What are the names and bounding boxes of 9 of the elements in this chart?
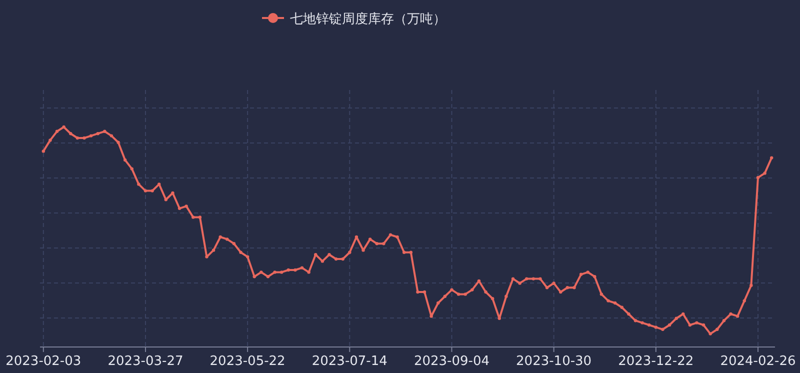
xtick: 2023-03-27 (108, 354, 184, 369)
xtick: 2023-02-03 (6, 354, 82, 369)
legend: 七地锌锭周度库存（万吨） (290, 12, 446, 27)
xtick: 2023-10-30 (516, 354, 592, 369)
xtick: 2023-09-04 (414, 354, 490, 369)
xtick: 2023-12-22 (618, 354, 694, 369)
xtick: 2024-02-26 (720, 354, 796, 369)
xtick: 2023-05-22 (210, 354, 286, 369)
xtick: 2023-07-14 (312, 354, 388, 369)
